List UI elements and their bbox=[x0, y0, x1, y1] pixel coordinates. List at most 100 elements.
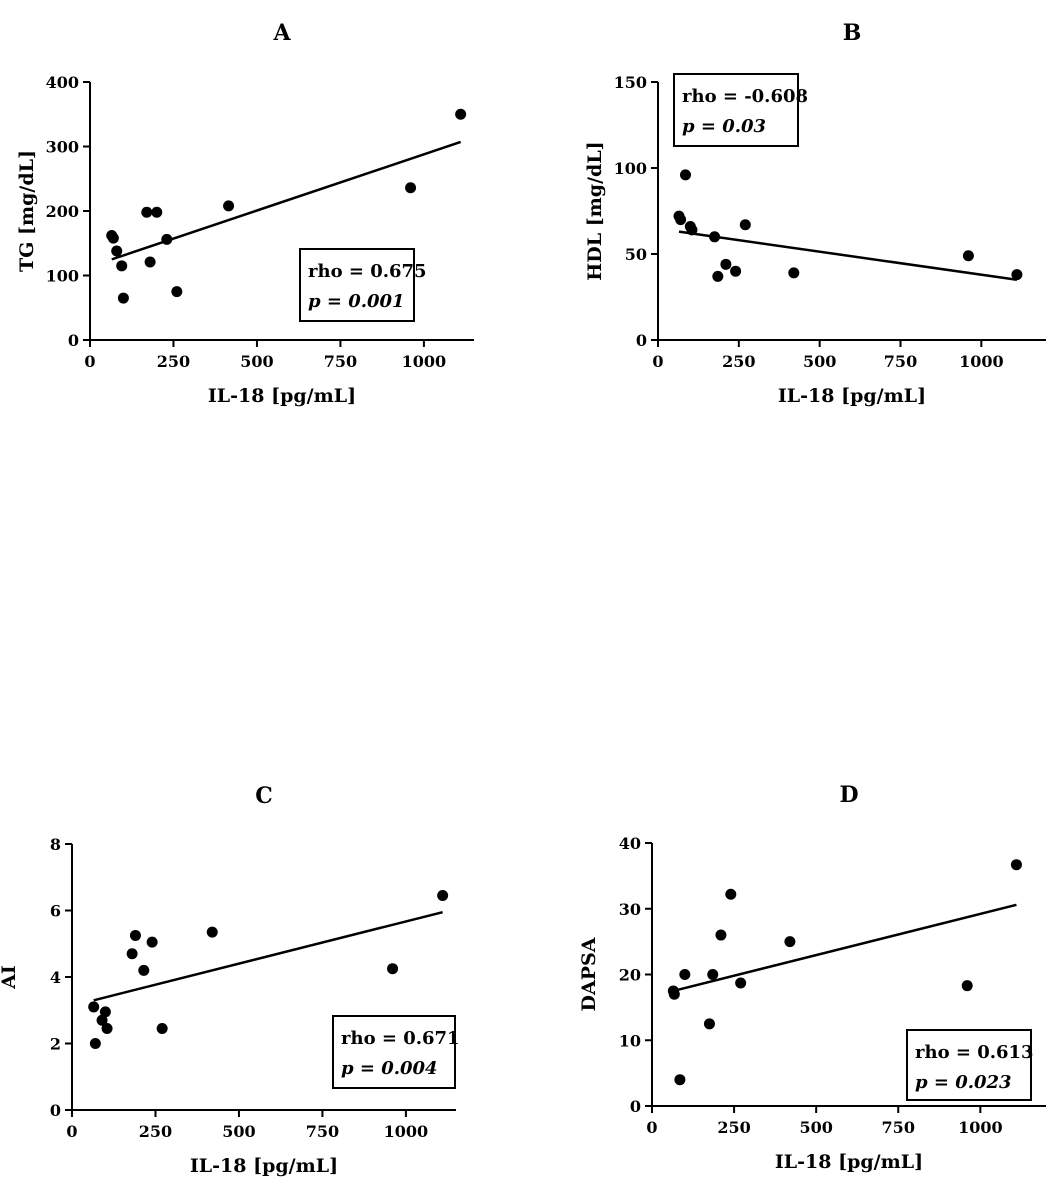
panel-title-d: D bbox=[839, 782, 858, 808]
p-value: p = 0.001 bbox=[308, 291, 405, 312]
data-point bbox=[161, 233, 173, 245]
y-tick-label: 8 bbox=[50, 835, 61, 854]
x-tick-label: 0 bbox=[652, 352, 663, 371]
y-axis-title: AI bbox=[0, 965, 20, 990]
x-tick-label: 750 bbox=[884, 352, 917, 371]
data-point bbox=[735, 977, 747, 989]
data-point bbox=[675, 214, 687, 226]
data-point bbox=[962, 250, 974, 262]
y-axis-title: DAPSA bbox=[578, 937, 600, 1011]
y-tick-label: 0 bbox=[68, 331, 79, 350]
p-value: p = 0.023 bbox=[915, 1072, 1012, 1093]
x-tick-label: 250 bbox=[717, 1118, 750, 1137]
data-point bbox=[138, 964, 150, 976]
x-tick-label: 500 bbox=[240, 352, 273, 371]
data-point bbox=[703, 1018, 715, 1030]
data-point bbox=[725, 888, 737, 900]
data-point bbox=[686, 224, 698, 236]
data-point bbox=[709, 231, 721, 243]
data-point bbox=[126, 948, 138, 960]
data-point bbox=[668, 988, 680, 1000]
data-point bbox=[146, 936, 158, 948]
y-axis-title: TG [mg/dL] bbox=[16, 150, 38, 272]
x-tick-label: 750 bbox=[882, 1118, 915, 1137]
y-tick-label: 40 bbox=[619, 834, 641, 853]
x-axis-title: IL-18 [pg/mL] bbox=[208, 385, 356, 407]
panel-title-b: B bbox=[843, 20, 862, 46]
y-tick-label: 0 bbox=[50, 1101, 61, 1120]
y-tick-label: 150 bbox=[614, 73, 647, 92]
y-tick-label: 20 bbox=[619, 966, 641, 985]
data-point bbox=[88, 1001, 100, 1013]
y-tick-label: 100 bbox=[46, 267, 79, 286]
x-tick-label: 500 bbox=[222, 1122, 255, 1141]
data-point bbox=[730, 265, 742, 277]
data-point bbox=[739, 219, 751, 231]
regression-line bbox=[678, 230, 1018, 282]
data-point bbox=[101, 1023, 113, 1035]
data-point bbox=[1011, 269, 1023, 281]
data-point bbox=[679, 969, 691, 980]
x-tick-label: 750 bbox=[324, 352, 357, 371]
panel-c: C 0 2 4 6 8 0 250 500 750 1000 IL-18 [pg/mL] AI rho =… bbox=[0, 783, 460, 1177]
data-point bbox=[223, 200, 235, 212]
data-point bbox=[455, 108, 467, 120]
x-tick-label: 1000 bbox=[958, 1118, 1003, 1137]
x-tick-label: 1000 bbox=[384, 1122, 429, 1141]
y-tick-label: 50 bbox=[625, 245, 647, 264]
y-tick-label: 10 bbox=[619, 1031, 641, 1050]
x-tick-label: 500 bbox=[803, 352, 836, 371]
data-point bbox=[111, 245, 123, 257]
x-tick-label: 500 bbox=[799, 1118, 832, 1137]
stats-box bbox=[906, 1029, 1032, 1101]
data-point bbox=[707, 969, 719, 980]
data-point bbox=[129, 929, 141, 941]
regression-line bbox=[673, 903, 1017, 993]
data-point bbox=[141, 206, 153, 218]
y-tick-label: 4 bbox=[50, 968, 61, 987]
panel-b: B 0 50 100 150 0 250 500 750 1000 IL-18 [pg/mL] HDL… bbox=[584, 20, 1046, 407]
x-tick-label: 250 bbox=[139, 1122, 172, 1141]
y-tick-label: 300 bbox=[46, 138, 79, 157]
y-tick-label: 0 bbox=[636, 331, 647, 350]
data-point bbox=[720, 258, 732, 270]
y-tick-label: 200 bbox=[46, 202, 79, 221]
data-point bbox=[712, 270, 724, 282]
data-point bbox=[171, 286, 183, 298]
rho-value: rho = -0.608 bbox=[682, 86, 808, 107]
data-point bbox=[1010, 859, 1022, 871]
x-axis-title: IL-18 [pg/mL] bbox=[190, 1155, 338, 1177]
data-point bbox=[405, 182, 417, 194]
rho-value: rho = 0.675 bbox=[308, 261, 427, 282]
x-axis-title: IL-18 [pg/mL] bbox=[775, 1151, 923, 1173]
y-axis-title: HDL [mg/dL] bbox=[584, 141, 606, 280]
data-point bbox=[107, 232, 119, 244]
data-point bbox=[99, 1006, 111, 1018]
data-point bbox=[156, 1023, 168, 1035]
data-point bbox=[961, 980, 973, 992]
regression-line bbox=[93, 910, 443, 1002]
stats-box bbox=[332, 1015, 456, 1089]
data-point bbox=[715, 929, 727, 941]
p-value: p = 0.004 bbox=[341, 1058, 438, 1079]
x-tick-label: 0 bbox=[66, 1122, 77, 1141]
panel-title-a: A bbox=[272, 20, 291, 46]
data-point bbox=[96, 1014, 108, 1026]
panel-a: A 0 100 200 300 400 0 250 500 750 1000 IL-18 [pg/mL… bbox=[16, 20, 474, 407]
stats-box bbox=[299, 248, 415, 322]
x-tick-label: 750 bbox=[306, 1122, 339, 1141]
p-value: p = 0.03 bbox=[682, 116, 766, 137]
x-tick-label: 0 bbox=[84, 352, 95, 371]
y-tick-label: 400 bbox=[46, 73, 79, 92]
x-tick-label: 250 bbox=[157, 352, 190, 371]
stats-box bbox=[673, 73, 799, 147]
x-tick-label: 250 bbox=[722, 352, 755, 371]
y-tick-label: 0 bbox=[630, 1097, 641, 1116]
data-point bbox=[89, 1038, 101, 1049]
data-point bbox=[437, 890, 449, 902]
data-point bbox=[206, 926, 218, 938]
rho-value: rho = 0.671 bbox=[341, 1028, 460, 1049]
x-tick-label: 0 bbox=[646, 1118, 657, 1137]
panel-d: D 0 10 20 30 40 0 250 500 750 1000 IL-18 [pg/mL] DAP… bbox=[578, 782, 1046, 1173]
